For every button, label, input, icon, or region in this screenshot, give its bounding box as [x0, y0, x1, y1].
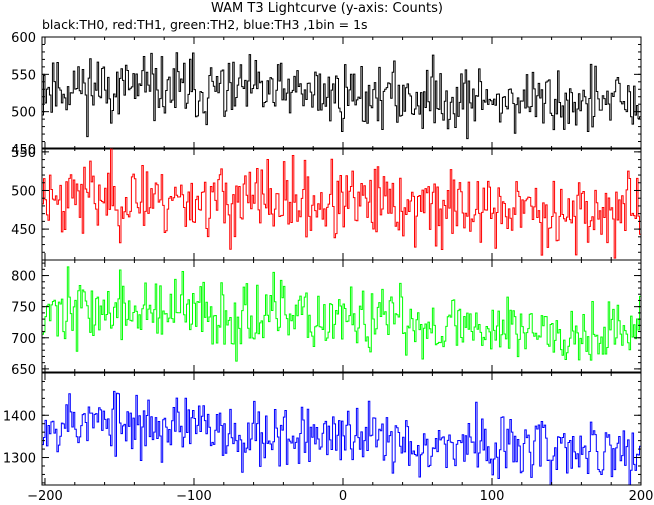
- y-tick-label: 550: [11, 68, 36, 83]
- x-tick-label: 0: [339, 489, 347, 504]
- series-line-th1: [42, 147, 642, 259]
- y-tick-label: 800: [11, 270, 36, 285]
- panel-th3: 1300 1400: [3, 372, 642, 486]
- chart-title: WAM T3 Lightcurve (y-axis: Counts): [211, 1, 443, 16]
- x-tick-label: −100: [176, 489, 212, 504]
- series-line-th0: [42, 52, 642, 140]
- y-tick-label: 600: [11, 31, 36, 46]
- panel-frame: [41, 372, 642, 486]
- series-line-th3: [42, 390, 642, 486]
- panels-group: 450 500 550 600 450 500 550 650 700 750 800 1300 140…: [3, 31, 642, 486]
- panel-frame: [41, 36, 642, 150]
- y-tick-label: 550: [11, 146, 36, 161]
- x-axis: −200 −100 0 100 200: [27, 489, 653, 504]
- chart-subtitle: black:TH0, red:TH1, green:TH2, blue:TH3 …: [42, 17, 368, 32]
- y-tick-label: 750: [11, 301, 36, 316]
- y-tick-label: 450: [11, 223, 36, 238]
- panel-th1: 450 500 550: [11, 146, 642, 261]
- x-tick-label: 100: [480, 489, 505, 504]
- y-tick-label: 500: [11, 106, 36, 121]
- y-tick-label: 450: [11, 143, 36, 158]
- y-tick-label: 650: [11, 363, 36, 378]
- y-tick-label: 700: [11, 332, 36, 347]
- x-tick-label: 200: [629, 489, 654, 504]
- panel-frame: [41, 259, 642, 373]
- panel-th2: 650 700 750 800: [11, 259, 642, 378]
- x-tick-label: −200: [27, 489, 63, 504]
- panel-th0: 450 500 550 600: [11, 31, 642, 158]
- y-tick-label: 500: [11, 184, 36, 199]
- y-tick-label: 1400: [3, 409, 36, 424]
- y-tick-label: 1300: [3, 452, 36, 467]
- series-line-th2: [42, 266, 642, 366]
